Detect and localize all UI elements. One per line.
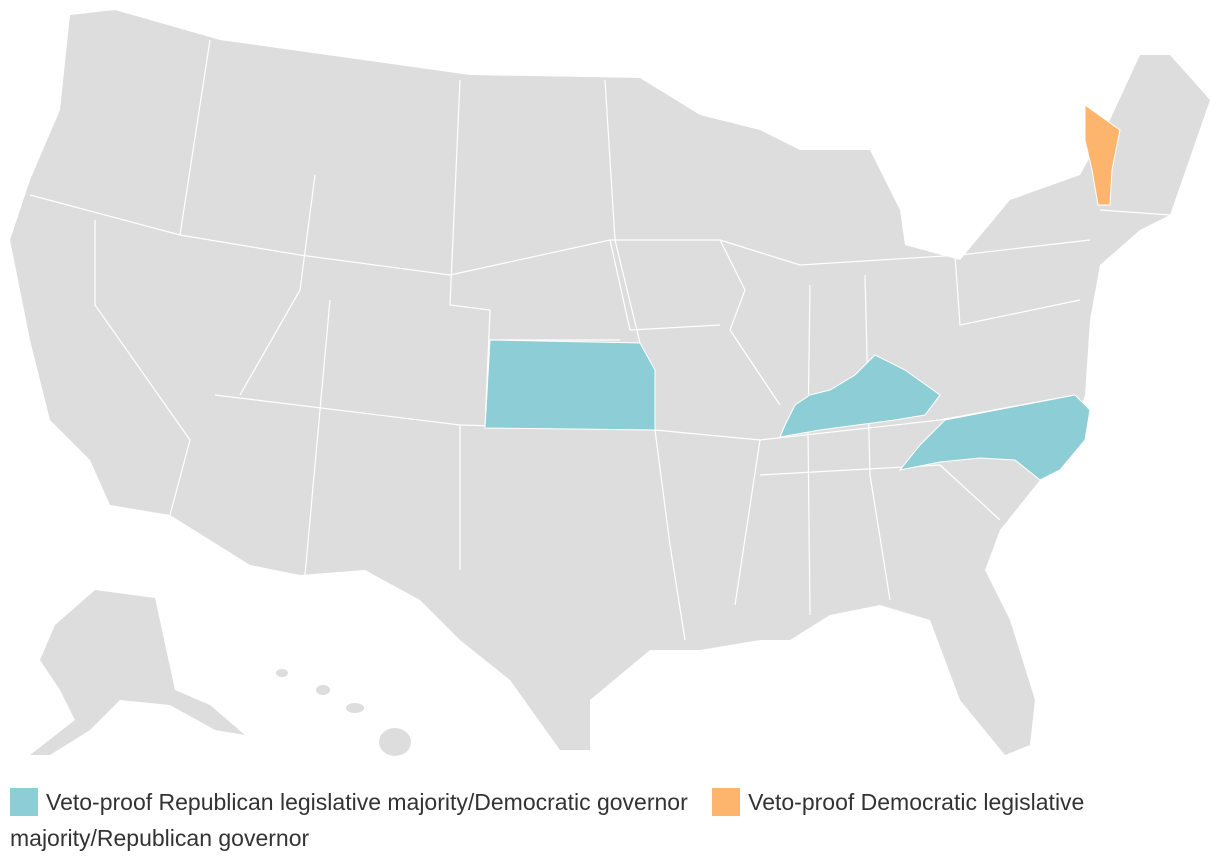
map: [10, 10, 1210, 756]
state-kentucky: [779, 354, 941, 438]
legend-label: Veto-proof Democratic legislative majori…: [10, 789, 1085, 851]
state-vermont: [1084, 104, 1121, 206]
state-borders: [29, 39, 1171, 641]
alaska: [30, 590, 245, 755]
hawaii: [316, 685, 330, 695]
legend-swatch: [712, 788, 741, 816]
hawaii: [379, 728, 411, 756]
state-kansas: [484, 339, 656, 431]
legend-swatch: [10, 788, 38, 816]
legend-item: Veto-proof Democratic legislative majori…: [10, 788, 1085, 851]
hawaii: [346, 703, 364, 713]
legend-item: Veto-proof Republican legislative majori…: [10, 788, 688, 816]
legend-label: Veto-proof Republican legislative majori…: [46, 789, 688, 815]
hawaii: [276, 669, 288, 677]
state-north-carolina: [898, 394, 1091, 481]
legend: Veto-proof Republican legislative majori…: [10, 784, 1210, 856]
